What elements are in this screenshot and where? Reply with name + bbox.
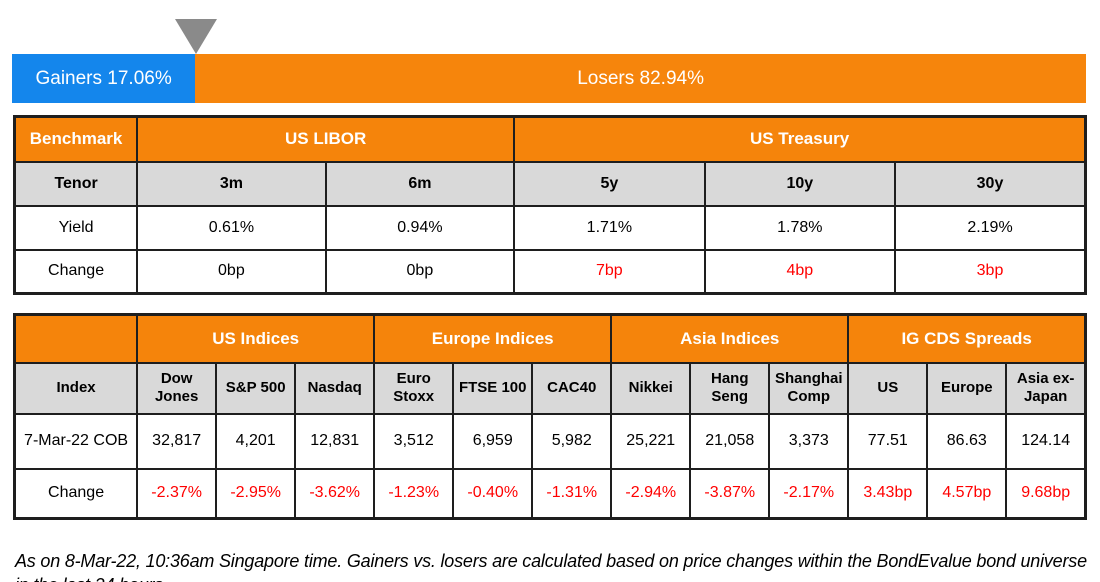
- indices-table: US Indices Europe Indices Asia Indices I…: [13, 313, 1087, 520]
- cds-us-value: 77.51: [847, 412, 929, 470]
- group-us-libor: US LIBOR: [136, 115, 516, 163]
- sp500-change: -2.95%: [215, 467, 297, 520]
- libor-6m-yield: 0.94%: [324, 204, 516, 251]
- treasury-30y-yield: 2.19%: [894, 204, 1087, 251]
- cds-us-header: US: [847, 361, 929, 415]
- libor-3m-header: 3m: [136, 160, 327, 207]
- cds-asia-ex-japan-change: 9.68bp: [1005, 467, 1087, 520]
- treasury-10y-change: 4bp: [703, 248, 897, 295]
- date-row-label: 7-Mar-22 COB: [13, 412, 139, 470]
- nikkei-header: Nikkei: [610, 361, 692, 415]
- benchmark-change-row: Change 0bp 0bp 7bp 4bp 3bp: [13, 248, 1087, 295]
- treasury-10y-header: 10y: [703, 160, 897, 207]
- index-row-label: Index: [13, 361, 139, 415]
- losers-label: Losers 82.94%: [577, 67, 704, 89]
- gainers-label: Gainers 17.06%: [35, 67, 172, 89]
- libor-3m-change: 0bp: [136, 248, 327, 295]
- nasdaq-header: Nasdaq: [294, 361, 376, 415]
- indices-change-row: Change -2.37% -2.95% -3.62% -1.23% -0.40…: [13, 467, 1087, 520]
- ftse100-change: -0.40%: [452, 467, 534, 520]
- tenor-row-label: Tenor: [13, 160, 139, 207]
- tenor-row: Tenor 3m 6m 5y 10y 30y: [13, 160, 1087, 207]
- indices-header-row: US Indices Europe Indices Asia Indices I…: [13, 313, 1087, 364]
- group-us-treasury: US Treasury: [513, 115, 1087, 163]
- cds-asia-ex-japan-value: 124.14: [1005, 412, 1087, 470]
- losers-segment: Losers 82.94%: [195, 54, 1086, 103]
- indices-change-row-label: Change: [13, 467, 139, 520]
- dow-jones-change: -2.37%: [136, 467, 218, 520]
- treasury-5y-yield: 1.71%: [513, 204, 706, 251]
- indices-corner-cell: [13, 313, 139, 364]
- group-europe-indices: Europe Indices: [373, 313, 613, 364]
- footnote: As on 8-Mar-22, 10:36am Singapore time. …: [15, 551, 1087, 582]
- index-subheader-row: Index Dow Jones S&P 500 Nasdaq Euro Stox…: [13, 361, 1087, 415]
- group-ig-cds-spreads: IG CDS Spreads: [847, 313, 1087, 364]
- cac40-header: CAC40: [531, 361, 613, 415]
- nasdaq-change: -3.62%: [294, 467, 376, 520]
- cds-asia-ex-japan-header: Asia ex-Japan: [1005, 361, 1087, 415]
- indices-value-row: 7-Mar-22 COB 32,817 4,201 12,831 3,512 6…: [13, 412, 1087, 470]
- nasdaq-value: 12,831: [294, 412, 376, 470]
- euro-stoxx-change: -1.23%: [373, 467, 455, 520]
- dow-jones-header: Dow Jones: [136, 361, 218, 415]
- libor-6m-header: 6m: [324, 160, 516, 207]
- euro-stoxx-value: 3,512: [373, 412, 455, 470]
- treasury-10y-yield: 1.78%: [703, 204, 897, 251]
- ftse100-header: FTSE 100: [452, 361, 534, 415]
- nikkei-value: 25,221: [610, 412, 692, 470]
- treasury-5y-header: 5y: [513, 160, 706, 207]
- cds-us-change: 3.43bp: [847, 467, 929, 520]
- benchmark-header-row: Benchmark US LIBOR US Treasury: [13, 115, 1087, 163]
- yield-row-label: Yield: [13, 204, 139, 251]
- benchmark-table: Benchmark US LIBOR US Treasury Tenor 3m …: [13, 115, 1087, 295]
- shanghai-comp-change: -2.17%: [768, 467, 850, 520]
- cds-europe-value: 86.63: [926, 412, 1008, 470]
- cds-europe-change: 4.57bp: [926, 467, 1008, 520]
- cds-europe-header: Europe: [926, 361, 1008, 415]
- hang-seng-value: 21,058: [689, 412, 771, 470]
- shanghai-comp-header: Shanghai Comp: [768, 361, 850, 415]
- treasury-5y-change: 7bp: [513, 248, 706, 295]
- treasury-30y-change: 3bp: [894, 248, 1087, 295]
- gainers-losers-marker-icon: [175, 19, 217, 54]
- nikkei-change: -2.94%: [610, 467, 692, 520]
- dow-jones-value: 32,817: [136, 412, 218, 470]
- shanghai-comp-value: 3,373: [768, 412, 850, 470]
- gainers-losers-bar: Gainers 17.06% Losers 82.94%: [12, 54, 1086, 103]
- sp500-header: S&P 500: [215, 361, 297, 415]
- euro-stoxx-header: Euro Stoxx: [373, 361, 455, 415]
- libor-6m-change: 0bp: [324, 248, 516, 295]
- gainers-segment: Gainers 17.06%: [12, 54, 196, 103]
- hang-seng-header: Hang Seng: [689, 361, 771, 415]
- cac40-change: -1.31%: [531, 467, 613, 520]
- benchmark-change-row-label: Change: [13, 248, 139, 295]
- benchmark-title-cell: Benchmark: [13, 115, 139, 163]
- treasury-30y-header: 30y: [894, 160, 1087, 207]
- hang-seng-change: -3.87%: [689, 467, 771, 520]
- ftse100-value: 6,959: [452, 412, 534, 470]
- cac40-value: 5,982: [531, 412, 613, 470]
- group-us-indices: US Indices: [136, 313, 376, 364]
- group-asia-indices: Asia Indices: [610, 313, 850, 364]
- sp500-value: 4,201: [215, 412, 297, 470]
- libor-3m-yield: 0.61%: [136, 204, 327, 251]
- yield-row: Yield 0.61% 0.94% 1.71% 1.78% 2.19%: [13, 204, 1087, 251]
